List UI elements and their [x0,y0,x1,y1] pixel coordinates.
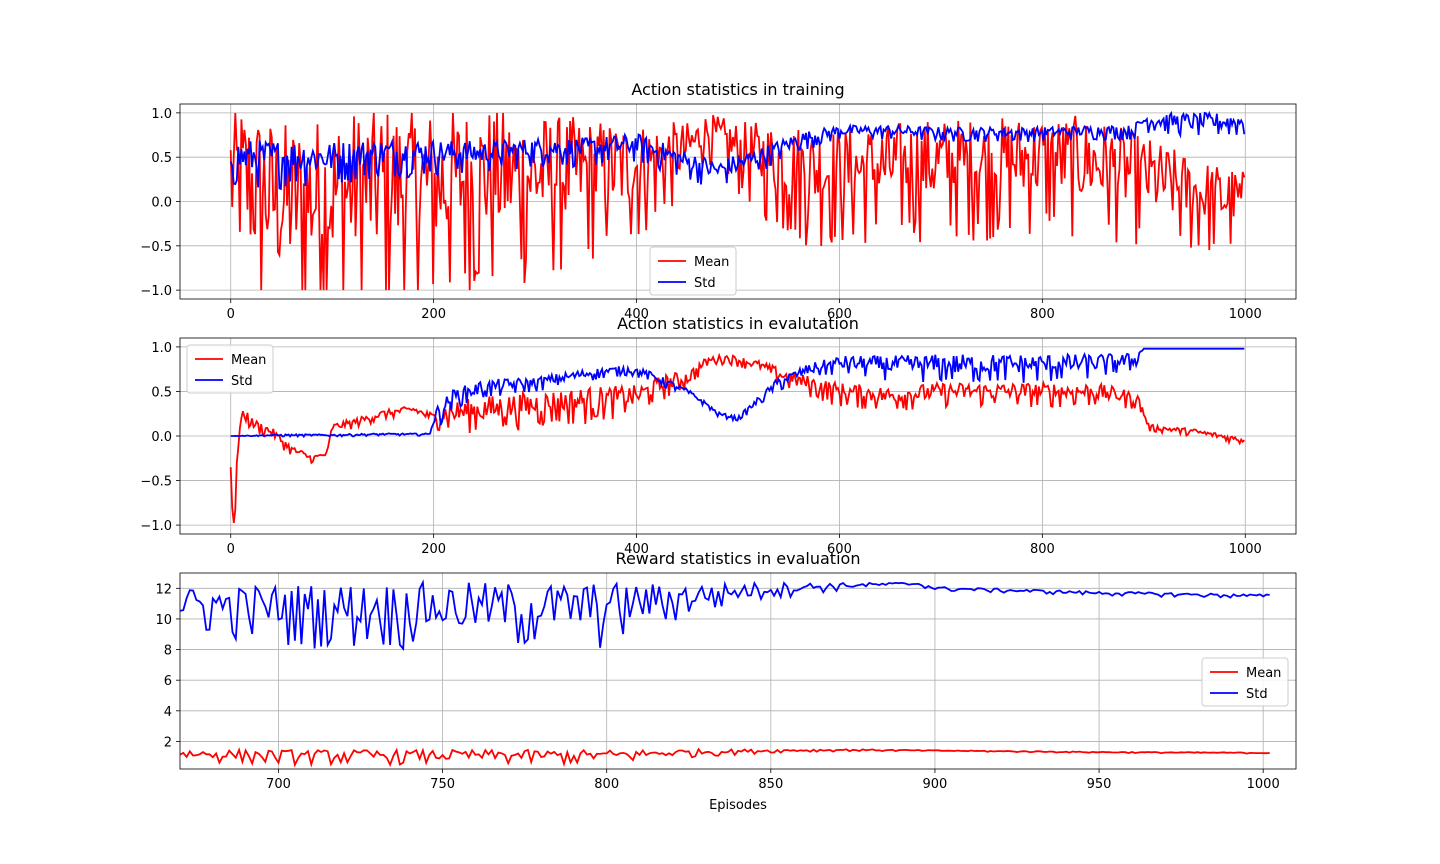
legend-label: Std [231,374,253,389]
x-tick-label: 750 [430,777,455,792]
legend: Mean Std [649,246,737,296]
legend: Mean Std [1201,657,1289,707]
x-tick-label: 1000 [1229,307,1262,322]
x-tick-label: 800 [1030,542,1055,557]
x-tick-label: 400 [624,307,649,322]
legend-label: Std [1246,687,1268,702]
chart-title: Action statistics in training [631,80,844,99]
series-line-std [180,579,1270,651]
x-tick-label: 900 [923,777,948,792]
x-tick-label: 1000 [1229,542,1262,557]
series-line-mean [180,747,1270,768]
x-tick-label: 1000 [1247,777,1280,792]
chart-1: 0 200 400 600 800 1000 1.0 0.5 0.0 −0.5 −1.0 Action… [140,80,1297,322]
y-tick-label: 0.0 [151,430,172,445]
series-line-std [230,347,1245,439]
x-tick-label: 800 [594,777,619,792]
legend-box [649,246,737,296]
y-tick-label: 8 [164,644,172,659]
y-tick-label: 2 [164,735,172,750]
y-tick-label: 0.5 [151,385,172,400]
chart-2: 0 200 400 600 800 1000 1.0 0.5 0.0 −0.5 −1.0 Action… [140,314,1297,557]
y-tick-label: 6 [164,674,172,689]
axes-frame [179,337,1297,535]
legend-label: Mean [694,255,729,270]
chart-title: Action statistics in evalutation [617,314,859,333]
y-tick-label: 0.5 [151,151,172,166]
series-line-std [229,110,1246,191]
y-tick-label: 10 [155,613,172,628]
legend-label: Mean [1246,666,1281,681]
x-tick-label: 0 [227,307,235,322]
legend-label: Mean [231,353,266,368]
x-tick-label: 600 [827,307,852,322]
legend-box [1201,657,1289,707]
axes-frame [179,572,1297,770]
x-tick-label: 200 [421,307,446,322]
x-axis-label: Episodes [709,798,767,813]
x-tick-label: 200 [421,542,446,557]
chart-title: Reward statistics in evaluation [616,549,861,568]
legend-box [186,344,274,394]
y-tick-label: 1.0 [151,341,172,356]
axes-frame [179,103,1297,300]
y-tick-label: 1.0 [151,107,172,122]
legend: Mean Std [186,344,274,394]
x-tick-label: 700 [266,777,291,792]
y-tick-label: −0.5 [140,240,172,255]
y-tick-label: −0.5 [140,475,172,490]
x-tick-label: 0 [227,542,235,557]
y-tick-label: 0.0 [151,196,172,211]
x-tick-label: 950 [1087,777,1112,792]
series-line-mean [229,352,1245,524]
series-line-mean [229,112,1246,291]
x-tick-label: 800 [1030,307,1055,322]
x-tick-label: 600 [827,542,852,557]
legend-label: Std [694,276,716,291]
y-tick-label: 12 [155,582,172,597]
y-tick-label: 4 [164,705,172,720]
chart-3: 700 750 800 850 900 950 1000 12 10 8 6 4 2 Reward sta… [155,549,1297,813]
y-tick-label: −1.0 [140,519,172,534]
y-tick-label: −1.0 [140,284,172,299]
x-tick-label: 850 [758,777,783,792]
x-tick-label: 400 [624,542,649,557]
